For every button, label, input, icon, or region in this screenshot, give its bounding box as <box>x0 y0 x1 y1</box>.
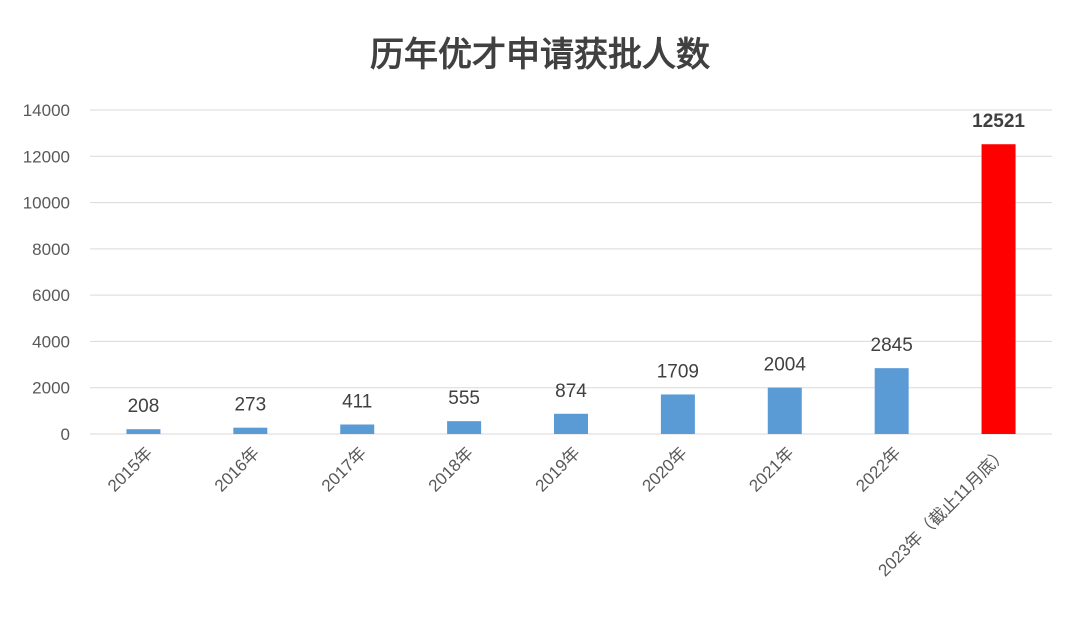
bar <box>126 429 161 434</box>
x-tick-label: 2015年 <box>104 443 156 495</box>
y-tick-label: 8000 <box>32 240 70 259</box>
y-tick-label: 0 <box>61 425 70 444</box>
y-axis-ticks: 0 2000 4000 6000 8000 10000 12000 14000 <box>23 101 70 444</box>
data-label: 2845 <box>871 335 913 356</box>
data-label: 874 <box>555 381 587 402</box>
y-tick-label: 12000 <box>23 147 70 166</box>
bar <box>233 427 268 434</box>
x-tick-label: 2022年 <box>852 443 904 495</box>
y-tick-label: 10000 <box>23 194 70 213</box>
y-tick-label: 2000 <box>32 379 70 398</box>
x-tick-label: 2016年 <box>211 443 263 495</box>
bar <box>874 368 909 434</box>
gridlines <box>90 109 1052 435</box>
x-tick-label: 2021年 <box>745 443 797 495</box>
y-tick-label: 6000 <box>32 286 70 305</box>
data-label: 273 <box>234 395 266 416</box>
chart-title: 历年优才申请获批人数 <box>370 35 710 75</box>
data-label: 12521 <box>972 111 1025 132</box>
data-label: 1709 <box>657 361 699 382</box>
data-labels: 208 273 411 555 874 1709 2004 2845 12521 <box>128 111 1026 417</box>
data-label: 208 <box>128 396 160 417</box>
bar <box>447 421 482 434</box>
bar <box>340 424 375 434</box>
bar <box>981 144 1016 435</box>
data-label: 555 <box>448 388 480 409</box>
y-tick-label: 4000 <box>32 332 70 351</box>
bar <box>554 413 588 434</box>
bar <box>767 387 802 434</box>
bar <box>660 394 695 434</box>
data-label: 411 <box>342 391 372 412</box>
y-tick-label: 14000 <box>23 101 70 120</box>
x-tick-label: 2020年 <box>639 443 691 495</box>
data-label: 2004 <box>764 355 807 376</box>
x-tick-label: 2017年 <box>318 443 370 495</box>
x-axis-ticks: 2015年 2016年 2017年 2018年 2019年 2020年 2021年 2022年… <box>104 443 1011 580</box>
x-tick-label: 2018年 <box>425 443 477 495</box>
bars <box>126 144 1016 435</box>
x-tick-label: 2019年 <box>532 443 584 495</box>
